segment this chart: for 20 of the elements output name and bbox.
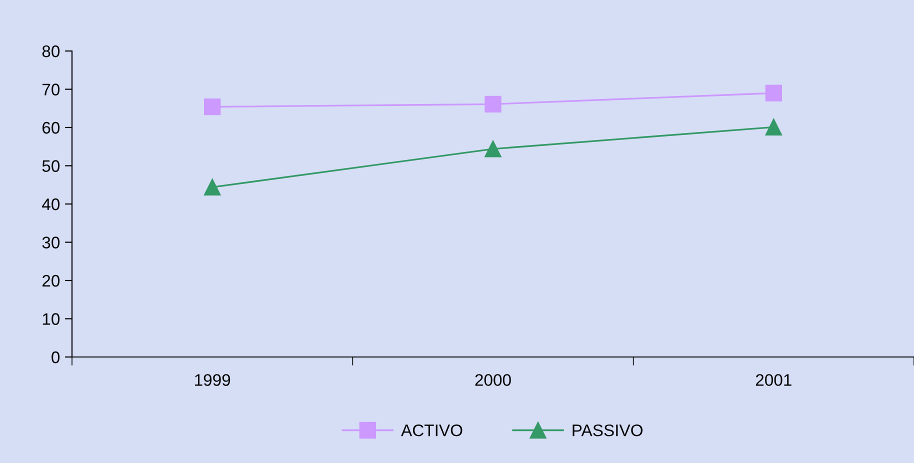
point	[765, 118, 782, 136]
y-tick-label: 50	[42, 160, 60, 172]
legend-label: PASSIVO	[572, 424, 643, 436]
point	[484, 96, 502, 112]
point	[484, 140, 502, 158]
y-tick-label: 70	[42, 84, 60, 96]
legend-label: ACTIVO	[401, 424, 462, 436]
y-tick-label: 10	[42, 313, 60, 325]
y-tick-label: 60	[42, 122, 60, 134]
x-tick-label: 2001	[756, 374, 792, 386]
y-tick-label: 0	[52, 351, 60, 364]
y-tick-label: 80	[42, 45, 60, 58]
y-tick-label: 20	[42, 274, 60, 287]
point	[765, 84, 782, 102]
x-tick-label: 2000	[475, 374, 511, 386]
y-tick-label: 30	[42, 236, 60, 248]
point	[204, 178, 221, 196]
x-tick-label: 1999	[195, 374, 230, 386]
y-tick-label: 40	[42, 198, 60, 210]
point	[204, 98, 221, 116]
